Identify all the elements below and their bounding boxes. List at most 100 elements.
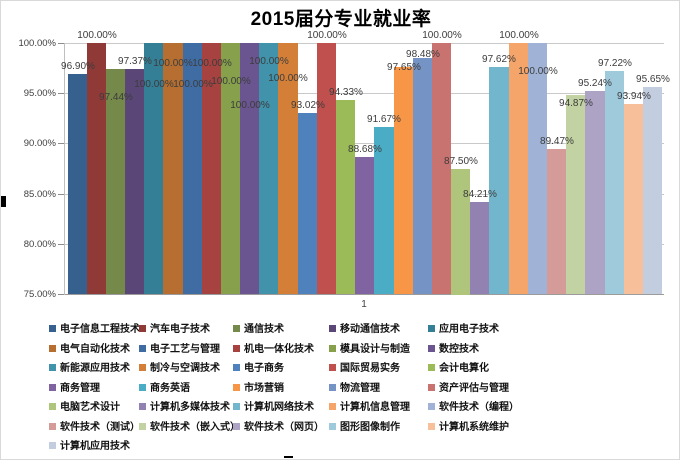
bar-value-label: 98.48% xyxy=(406,49,440,60)
bar-value-label: 89.47% xyxy=(540,136,574,147)
bar-series-8[interactable] xyxy=(202,43,221,294)
legend-swatch xyxy=(49,364,56,371)
chart-title: 2015届分专业就业率 xyxy=(250,9,432,30)
legend-label: 计算机系统维护 xyxy=(439,422,509,433)
bar-value-label: 100.00% xyxy=(268,73,308,84)
bar-value-label: 100.00% xyxy=(499,30,539,41)
legend-swatch xyxy=(49,403,56,410)
bar-series-2[interactable] xyxy=(87,43,106,294)
legend-label: 国际贸易实务 xyxy=(340,363,400,374)
legend-label: 图形图像制作 xyxy=(340,422,400,433)
bar-series-24[interactable] xyxy=(509,43,528,294)
legend-swatch xyxy=(428,403,435,410)
bar-series-30[interactable] xyxy=(624,104,643,294)
legend-label: 模具设计与制造 xyxy=(340,344,410,355)
bar-value-label: 97.65% xyxy=(387,62,421,73)
legend-swatch xyxy=(49,325,56,332)
bar-value-label: 96.90% xyxy=(61,61,95,72)
bar-series-17[interactable] xyxy=(374,127,394,294)
legend-swatch xyxy=(49,442,56,449)
bar-series-14[interactable] xyxy=(317,43,336,294)
gridline xyxy=(64,43,664,44)
bar-series-12[interactable] xyxy=(278,43,298,294)
bar-series-15[interactable] xyxy=(336,100,355,294)
y-axis-tick-label: 75.00% xyxy=(23,289,56,300)
bar-series-13[interactable] xyxy=(298,113,317,294)
bar-series-10[interactable] xyxy=(240,43,259,294)
legend-label: 应用电子技术 xyxy=(439,324,499,335)
bar-series-27[interactable] xyxy=(566,95,585,294)
legend-swatch xyxy=(139,364,146,371)
bar-value-label: 93.02% xyxy=(291,100,325,111)
bar-series-5[interactable] xyxy=(144,43,163,294)
legend-swatch xyxy=(49,384,56,391)
bar-value-label: 100.00% xyxy=(153,58,193,69)
bar-series-29[interactable] xyxy=(605,71,624,294)
x-axis-category-label: 1 xyxy=(361,299,367,310)
bar-series-20[interactable] xyxy=(432,43,451,294)
y-axis-tick xyxy=(58,93,65,94)
bar-series-19[interactable] xyxy=(413,58,432,294)
bar-series-21[interactable] xyxy=(451,169,470,295)
y-axis-tick xyxy=(58,194,65,195)
bar-value-label: 100.00% xyxy=(422,30,462,41)
legend-label: 软件技术（网页） xyxy=(244,422,324,433)
y-axis-tick xyxy=(58,244,65,245)
bar-series-9[interactable] xyxy=(221,43,240,294)
bar-value-label: 100.00% xyxy=(134,79,174,90)
gridline xyxy=(64,143,664,144)
legend-swatch xyxy=(233,384,240,391)
bar-series-11[interactable] xyxy=(259,43,278,294)
y-axis-tick xyxy=(58,143,65,144)
bottom-dash-mark xyxy=(284,456,293,458)
bar-series-26[interactable] xyxy=(547,149,566,294)
bar-value-label: 97.44% xyxy=(99,92,133,103)
bar-value-label: 91.67% xyxy=(367,114,401,125)
legend-swatch xyxy=(49,345,56,352)
legend-label: 电气自动化技术 xyxy=(60,344,130,355)
legend-swatch xyxy=(329,423,336,430)
bar-series-22[interactable] xyxy=(470,202,489,294)
bar-series-31[interactable] xyxy=(643,87,662,294)
legend-label: 电子工艺与管理 xyxy=(150,344,220,355)
bar-series-25[interactable] xyxy=(528,43,547,294)
legend-label: 软件技术（编程） xyxy=(439,402,519,413)
bar-value-label: 100.00% xyxy=(77,30,117,41)
legend-label: 物流管理 xyxy=(340,383,380,394)
legend-label: 通信技术 xyxy=(244,324,284,335)
legend-label: 会计电算化 xyxy=(439,363,489,374)
bar-value-label: 100.00% xyxy=(192,58,232,69)
bar-value-label: 93.94% xyxy=(617,91,651,102)
bar-series-6[interactable] xyxy=(163,43,183,294)
bar-value-label: 97.62% xyxy=(482,54,516,65)
legend-swatch xyxy=(139,403,146,410)
bar-series-7[interactable] xyxy=(183,43,202,294)
bar-value-label: 97.22% xyxy=(598,58,632,69)
gridline xyxy=(64,93,664,94)
legend-label: 市场营销 xyxy=(244,383,284,394)
legend-label: 软件技术（测试） xyxy=(60,422,140,433)
bar-value-label: 84.21% xyxy=(463,189,497,200)
legend-swatch xyxy=(329,384,336,391)
legend-label: 移动通信技术 xyxy=(340,324,400,335)
bar-series-3[interactable] xyxy=(106,69,125,294)
bar-series-16[interactable] xyxy=(355,157,374,294)
y-axis-tick-label: 90.00% xyxy=(23,138,56,149)
legend-label: 汽车电子技术 xyxy=(150,324,210,335)
bar-series-1[interactable] xyxy=(68,74,87,294)
bar-value-label: 100.00% xyxy=(230,100,270,111)
legend-swatch xyxy=(233,423,240,430)
y-axis-line xyxy=(64,43,65,295)
legend-swatch xyxy=(233,403,240,410)
bar-series-23[interactable] xyxy=(489,67,509,294)
legend-label: 计算机应用技术 xyxy=(60,441,130,452)
legend-label: 新能源应用技术 xyxy=(60,363,130,374)
y-axis-tick-label: 85.00% xyxy=(23,189,56,200)
bar-series-28[interactable] xyxy=(585,91,605,294)
legend-label: 电脑艺术设计 xyxy=(60,402,120,413)
bar-series-18[interactable] xyxy=(394,67,413,294)
legend-label: 计算机网络技术 xyxy=(244,402,314,413)
legend-label: 电子商务 xyxy=(244,363,284,374)
bar-series-4[interactable] xyxy=(125,69,144,294)
